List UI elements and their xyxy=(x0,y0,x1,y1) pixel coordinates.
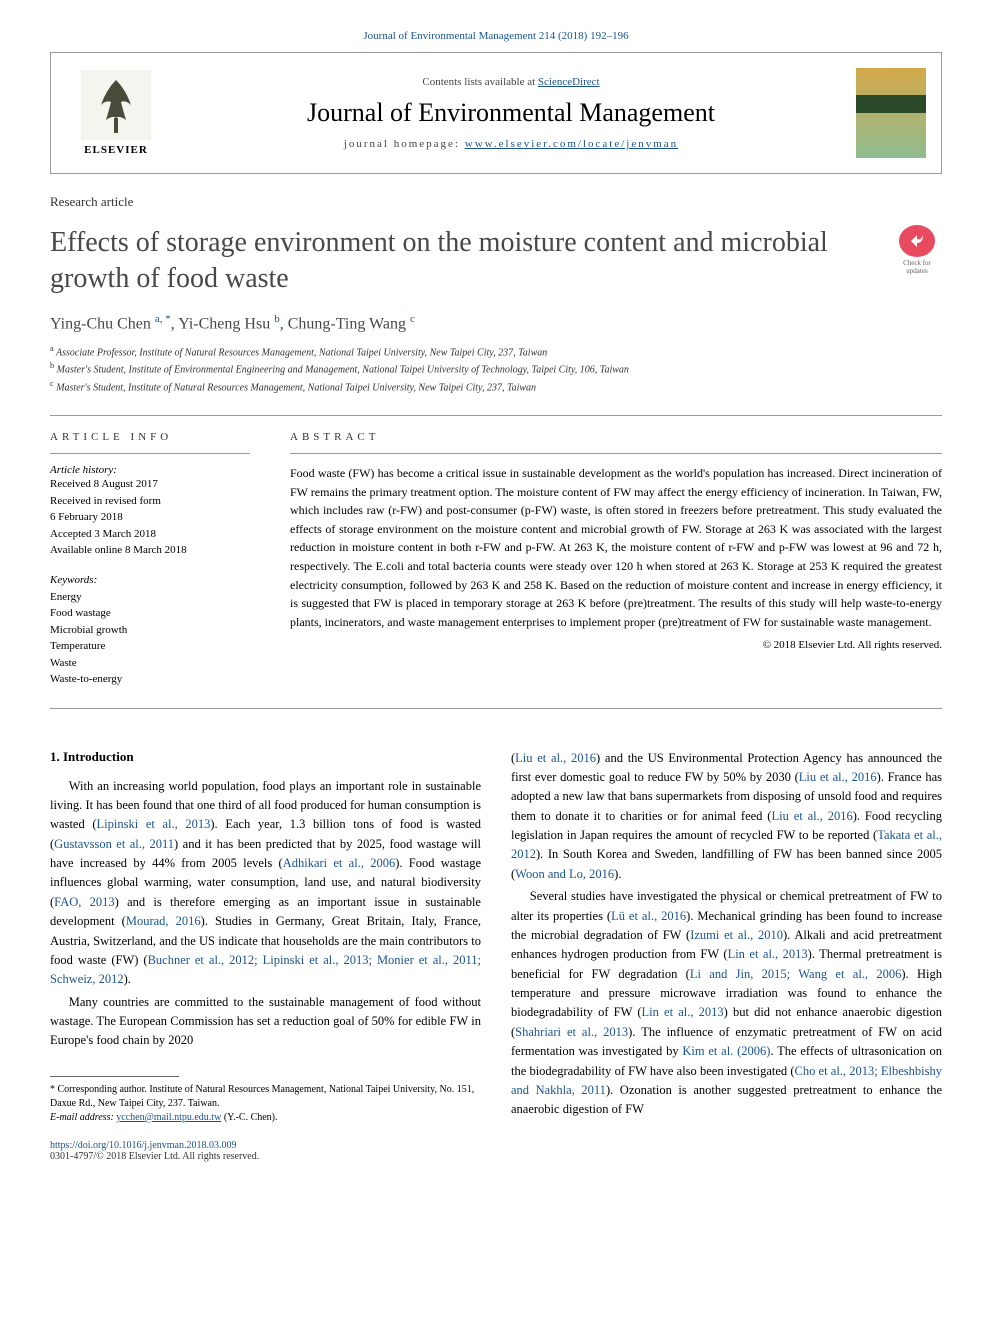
keywords-label: Keywords: xyxy=(50,574,250,586)
crossmark-label: Check for updates xyxy=(892,259,942,275)
abstract-text: Food waste (FW) has become a critical is… xyxy=(290,464,942,631)
column-left: 1. Introduction With an increasing world… xyxy=(50,749,481,1162)
email-footnote: E-mail address: ycchen@mail.ntpu.edu.tw … xyxy=(50,1111,481,1125)
contents-prefix: Contents lists available at xyxy=(422,76,537,88)
affiliation-line: b Master's Student, Institute of Environ… xyxy=(50,360,942,377)
journal-header: ELSEVIER Contents lists available at Sci… xyxy=(50,52,942,174)
paragraph: Many countries are committed to the sust… xyxy=(50,993,481,1051)
citation-link[interactable]: Lipinski et al., 2013 xyxy=(97,817,211,831)
issn-line: 0301-4797/© 2018 Elsevier Ltd. All right… xyxy=(50,1151,481,1162)
elsevier-logo: ELSEVIER xyxy=(66,63,166,163)
footnote-divider xyxy=(50,1076,179,1077)
homepage-prefix: journal homepage: xyxy=(344,138,465,150)
history-label: Article history: xyxy=(50,464,250,476)
citation-link[interactable]: Liu et al., 2016 xyxy=(799,770,877,784)
citation-link[interactable]: Lü et al., 2016 xyxy=(611,909,686,923)
paragraph: Several studies have investigated the ph… xyxy=(511,887,942,1120)
keyword: Food wastage xyxy=(50,605,250,622)
affiliation-line: a Associate Professor, Institute of Natu… xyxy=(50,343,942,360)
citation-link[interactable]: Mourad, 2016 xyxy=(126,914,201,928)
journal-homepage: journal homepage: www.elsevier.com/locat… xyxy=(186,138,836,150)
keyword: Temperature xyxy=(50,638,250,655)
homepage-link[interactable]: www.elsevier.com/locate/jenvman xyxy=(465,138,678,150)
history-item: Available online 8 March 2018 xyxy=(50,542,250,559)
citation-link[interactable]: Woon and Lo, 2016 xyxy=(515,867,614,881)
citation-link[interactable]: Gustavsson et al., 2011 xyxy=(54,837,174,851)
sciencedirect-link[interactable]: ScienceDirect xyxy=(538,76,600,88)
email-link[interactable]: ycchen@mail.ntpu.edu.tw xyxy=(116,1112,221,1123)
section-heading-intro: 1. Introduction xyxy=(50,749,481,765)
crossmark-icon xyxy=(899,225,935,257)
crossmark-badge[interactable]: Check for updates xyxy=(892,225,942,275)
divider xyxy=(50,415,942,416)
corresponding-author-footnote: * Corresponding author. Institute of Nat… xyxy=(50,1083,481,1111)
citation-link[interactable]: Shahriari et al., 2013 xyxy=(515,1025,628,1039)
journal-cover-thumbnail xyxy=(856,68,926,158)
keywords-block: Keywords: EnergyFood wastageMicrobial gr… xyxy=(50,574,250,688)
history-block: Article history: Received 8 August 2017R… xyxy=(50,464,250,559)
divider xyxy=(50,708,942,709)
keyword: Waste xyxy=(50,655,250,672)
citation-link[interactable]: Izumi et al., 2010 xyxy=(690,928,783,942)
journal-name: Journal of Environmental Management xyxy=(186,98,836,128)
authors: Ying-Chu Chen a, *, Yi-Cheng Hsu b, Chun… xyxy=(50,313,942,333)
citation-link[interactable]: Lin et al., 2013 xyxy=(728,947,808,961)
elsevier-tree-icon xyxy=(81,70,151,140)
history-item: Received 8 August 2017 xyxy=(50,476,250,493)
citation-link[interactable]: Li and Jin, 2015; Wang et al., 2006 xyxy=(690,967,902,981)
citation-link[interactable]: FAO, 2013 xyxy=(54,895,114,909)
keyword: Microbial growth xyxy=(50,622,250,639)
citation-link[interactable]: Kim et al. (2006) xyxy=(682,1044,770,1058)
keyword: Energy xyxy=(50,589,250,606)
citation-link[interactable]: Liu et al., 2016 xyxy=(515,751,596,765)
contents-line: Contents lists available at ScienceDirec… xyxy=(186,76,836,88)
abstract-label: ABSTRACT xyxy=(290,431,942,443)
affiliation-line: c Master's Student, Institute of Natural… xyxy=(50,378,942,395)
citation-link[interactable]: Adhikari et al., 2006 xyxy=(283,856,396,870)
elsevier-text: ELSEVIER xyxy=(84,144,148,156)
citation-link[interactable]: Lin et al., 2013 xyxy=(642,1005,724,1019)
journal-citation: Journal of Environmental Management 214 … xyxy=(50,30,942,42)
affiliations: a Associate Professor, Institute of Natu… xyxy=(50,343,942,395)
paragraph: (Liu et al., 2016) and the US Environmen… xyxy=(511,749,942,885)
history-item: 6 February 2018 xyxy=(50,509,250,526)
history-item: Accepted 3 March 2018 xyxy=(50,526,250,543)
history-item: Received in revised form xyxy=(50,493,250,510)
article-type: Research article xyxy=(50,194,942,210)
doi-link[interactable]: https://doi.org/10.1016/j.jenvman.2018.0… xyxy=(50,1140,481,1151)
copyright: © 2018 Elsevier Ltd. All rights reserved… xyxy=(290,639,942,651)
paragraph: With an increasing world population, foo… xyxy=(50,777,481,990)
article-title: Effects of storage environment on the mo… xyxy=(50,225,872,298)
citation-link[interactable]: Liu et al., 2016 xyxy=(771,809,852,823)
keyword: Waste-to-energy xyxy=(50,671,250,688)
column-right: (Liu et al., 2016) and the US Environmen… xyxy=(511,749,942,1162)
article-info-label: ARTICLE INFO xyxy=(50,431,250,443)
